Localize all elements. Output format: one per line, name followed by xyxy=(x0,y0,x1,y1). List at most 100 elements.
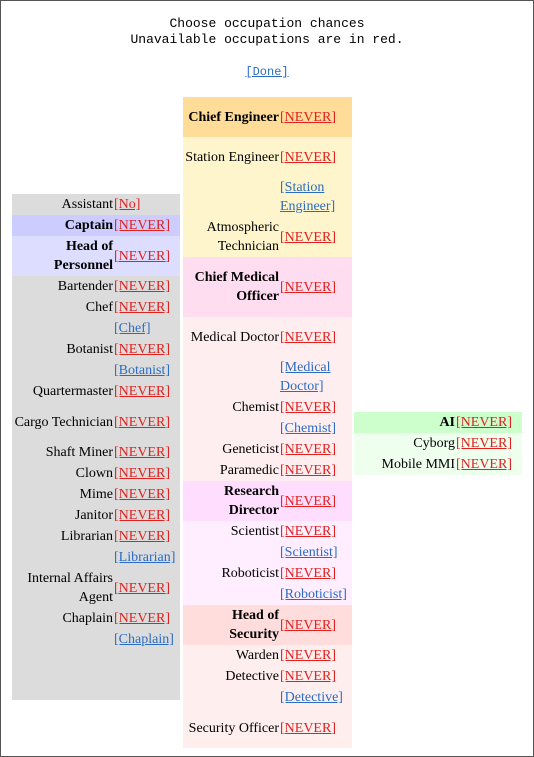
job-status-link[interactable]: [NEVER] xyxy=(114,342,170,357)
job-row: [Botanist] xyxy=(12,360,180,381)
job-row-security-officer: Security Officer [NEVER] xyxy=(183,708,352,748)
job-row-chef: Chef [NEVER] xyxy=(12,297,180,318)
job-status-link[interactable]: [NEVER] xyxy=(114,248,170,264)
job-value-cell: [Chemist] xyxy=(280,419,352,438)
job-preference-link[interactable]: [Chaplain] xyxy=(114,632,174,647)
job-value-cell: [NEVER] xyxy=(280,278,352,297)
job-value-cell: [NEVER] xyxy=(280,148,352,167)
job-status-link[interactable]: [NEVER] xyxy=(280,279,336,295)
done-button[interactable]: [Done] xyxy=(245,65,289,79)
job-value-cell: [NEVER] xyxy=(114,216,180,235)
job-value-cell: [Medical Doctor] xyxy=(280,358,352,396)
job-value-cell: [NEVER] xyxy=(114,527,180,546)
job-value-cell: [NEVER] xyxy=(280,461,352,480)
job-status-link[interactable]: [NEVER] xyxy=(114,487,170,502)
job-value-cell: [NEVER] xyxy=(114,579,180,598)
job-status-link[interactable]: [NEVER] xyxy=(114,300,170,315)
job-value-cell: [NEVER] xyxy=(114,443,180,462)
job-row-bartender: Bartender [NEVER] xyxy=(12,276,180,297)
job-name: Atmospheric Technician xyxy=(206,220,279,254)
job-value-cell: [NEVER] xyxy=(456,455,522,474)
job-row: [Chef] xyxy=(12,318,180,339)
job-status-link[interactable]: [NEVER] xyxy=(280,566,336,581)
job-row xyxy=(12,650,180,700)
job-row-paramedic: Paramedic [NEVER] xyxy=(183,460,352,481)
job-row-librarian: Librarian [NEVER] xyxy=(12,526,180,547)
job-name: Chaplain xyxy=(62,611,113,626)
job-status-link[interactable]: [NEVER] xyxy=(280,493,336,509)
job-name: Chief Medical Officer xyxy=(194,270,279,304)
job-status-link[interactable]: [NEVER] xyxy=(114,384,170,399)
job-status-link[interactable]: [NEVER] xyxy=(280,463,336,478)
job-value-cell: [NEVER] xyxy=(114,340,180,359)
job-status-link[interactable]: [NEVER] xyxy=(280,229,336,245)
job-value-cell: [NEVER] xyxy=(114,609,180,628)
job-preference-link[interactable]: [Roboticist] xyxy=(280,587,347,602)
job-preference-link[interactable]: [Chef] xyxy=(114,321,151,336)
job-status-link[interactable]: [NEVER] xyxy=(280,442,336,457)
job-value-cell: [Station Engineer] xyxy=(280,178,352,216)
job-value-cell: [NEVER] xyxy=(456,434,522,453)
job-status-link[interactable]: [NEVER] xyxy=(456,457,512,472)
job-status-link[interactable]: [NEVER] xyxy=(280,524,336,539)
job-preference-link[interactable]: [Chemist] xyxy=(280,421,336,436)
job-status-link[interactable]: [NEVER] xyxy=(114,279,170,294)
job-status-link[interactable]: [NEVER] xyxy=(280,109,336,125)
job-preference-link[interactable]: [Botanist] xyxy=(114,363,170,378)
job-value-cell: [Scientist] xyxy=(280,543,352,562)
job-row-detective: Detective [NEVER] xyxy=(183,666,352,687)
job-value-cell: [Roboticist] xyxy=(280,585,352,604)
job-preference-link[interactable]: [Detective] xyxy=(280,690,343,705)
job-status-link[interactable]: [NEVER] xyxy=(456,436,512,451)
job-value-cell: [NEVER] xyxy=(280,719,352,738)
job-status-link[interactable]: [No] xyxy=(114,197,141,212)
job-status-link[interactable]: [NEVER] xyxy=(114,445,170,460)
job-status-link[interactable]: [NEVER] xyxy=(114,611,170,626)
job-preference-link[interactable]: [Scientist] xyxy=(280,545,338,560)
job-name: Clown xyxy=(75,466,113,481)
job-name: Head of Security xyxy=(229,608,279,642)
job-name: Cargo Technician xyxy=(14,414,113,430)
job-status-link[interactable]: [NEVER] xyxy=(280,648,336,663)
job-row-chief-medical-officer: Chief Medical Officer [NEVER] xyxy=(183,257,352,317)
job-value-cell: [NEVER] xyxy=(280,646,352,665)
job-value-cell: [NEVER] xyxy=(280,228,352,247)
job-name: Security Officer xyxy=(188,720,279,736)
job-status-link[interactable]: [NEVER] xyxy=(280,720,336,736)
job-row-captain: Captain [NEVER] xyxy=(12,215,180,236)
job-status-link[interactable]: [NEVER] xyxy=(114,218,170,233)
job-name: Research Director xyxy=(224,484,279,518)
job-status-link[interactable]: [NEVER] xyxy=(114,529,170,544)
job-status-link[interactable]: [NEVER] xyxy=(280,329,336,345)
job-status-link[interactable]: [NEVER] xyxy=(280,149,336,165)
job-row: [Medical Doctor] xyxy=(183,357,352,397)
job-name: Medical Doctor xyxy=(190,329,279,345)
job-row-shaft-miner: Shaft Miner [NEVER] xyxy=(12,442,180,463)
job-value-cell: [NEVER] xyxy=(114,413,180,432)
job-status-link[interactable]: [NEVER] xyxy=(280,617,336,633)
job-row-botanist: Botanist [NEVER] xyxy=(12,339,180,360)
job-row-internal-affairs-agent: Internal Affairs Agent [NEVER] xyxy=(12,568,180,608)
job-preference-link[interactable]: [Station Engineer] xyxy=(280,180,336,214)
job-status-link[interactable]: [NEVER] xyxy=(280,669,336,684)
job-value-cell: [NEVER] xyxy=(114,382,180,401)
job-preference-link[interactable]: [Medical Doctor] xyxy=(280,360,331,394)
job-name: Warden xyxy=(235,648,279,663)
job-value-cell: [Chef] xyxy=(114,319,180,338)
job-row-chief-engineer: Chief Engineer [NEVER] xyxy=(183,97,352,137)
job-name: Captain xyxy=(64,218,113,233)
job-name: Assistant xyxy=(61,197,113,212)
job-row: [Chaplain] xyxy=(12,629,180,650)
job-row-medical-doctor: Medical Doctor [NEVER] xyxy=(183,317,352,357)
job-row: [Librarian] xyxy=(12,547,180,568)
job-value-cell: [NEVER] xyxy=(280,616,352,635)
job-status-link[interactable]: [NEVER] xyxy=(114,414,170,430)
job-status-link[interactable]: [NEVER] xyxy=(114,580,170,596)
job-status-link[interactable]: [NEVER] xyxy=(456,415,512,430)
job-preference-link[interactable]: [Librarian] xyxy=(114,550,176,565)
job-status-link[interactable]: [NEVER] xyxy=(280,400,336,415)
job-status-link[interactable]: [NEVER] xyxy=(114,508,170,523)
job-status-link[interactable]: [NEVER] xyxy=(114,466,170,481)
job-row: [Chemist] xyxy=(183,418,352,439)
job-value-cell: [NEVER] xyxy=(280,398,352,417)
